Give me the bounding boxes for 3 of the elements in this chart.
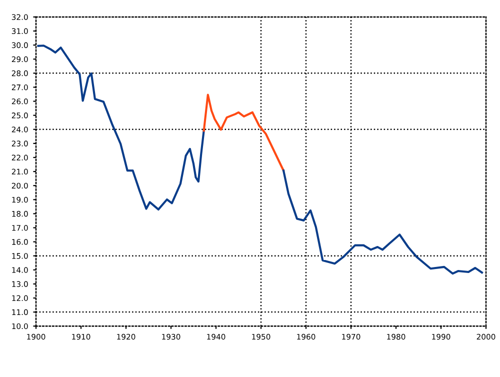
line-series bbox=[202, 94, 285, 172]
line-series bbox=[282, 170, 483, 275]
line-series bbox=[37, 44, 205, 211]
